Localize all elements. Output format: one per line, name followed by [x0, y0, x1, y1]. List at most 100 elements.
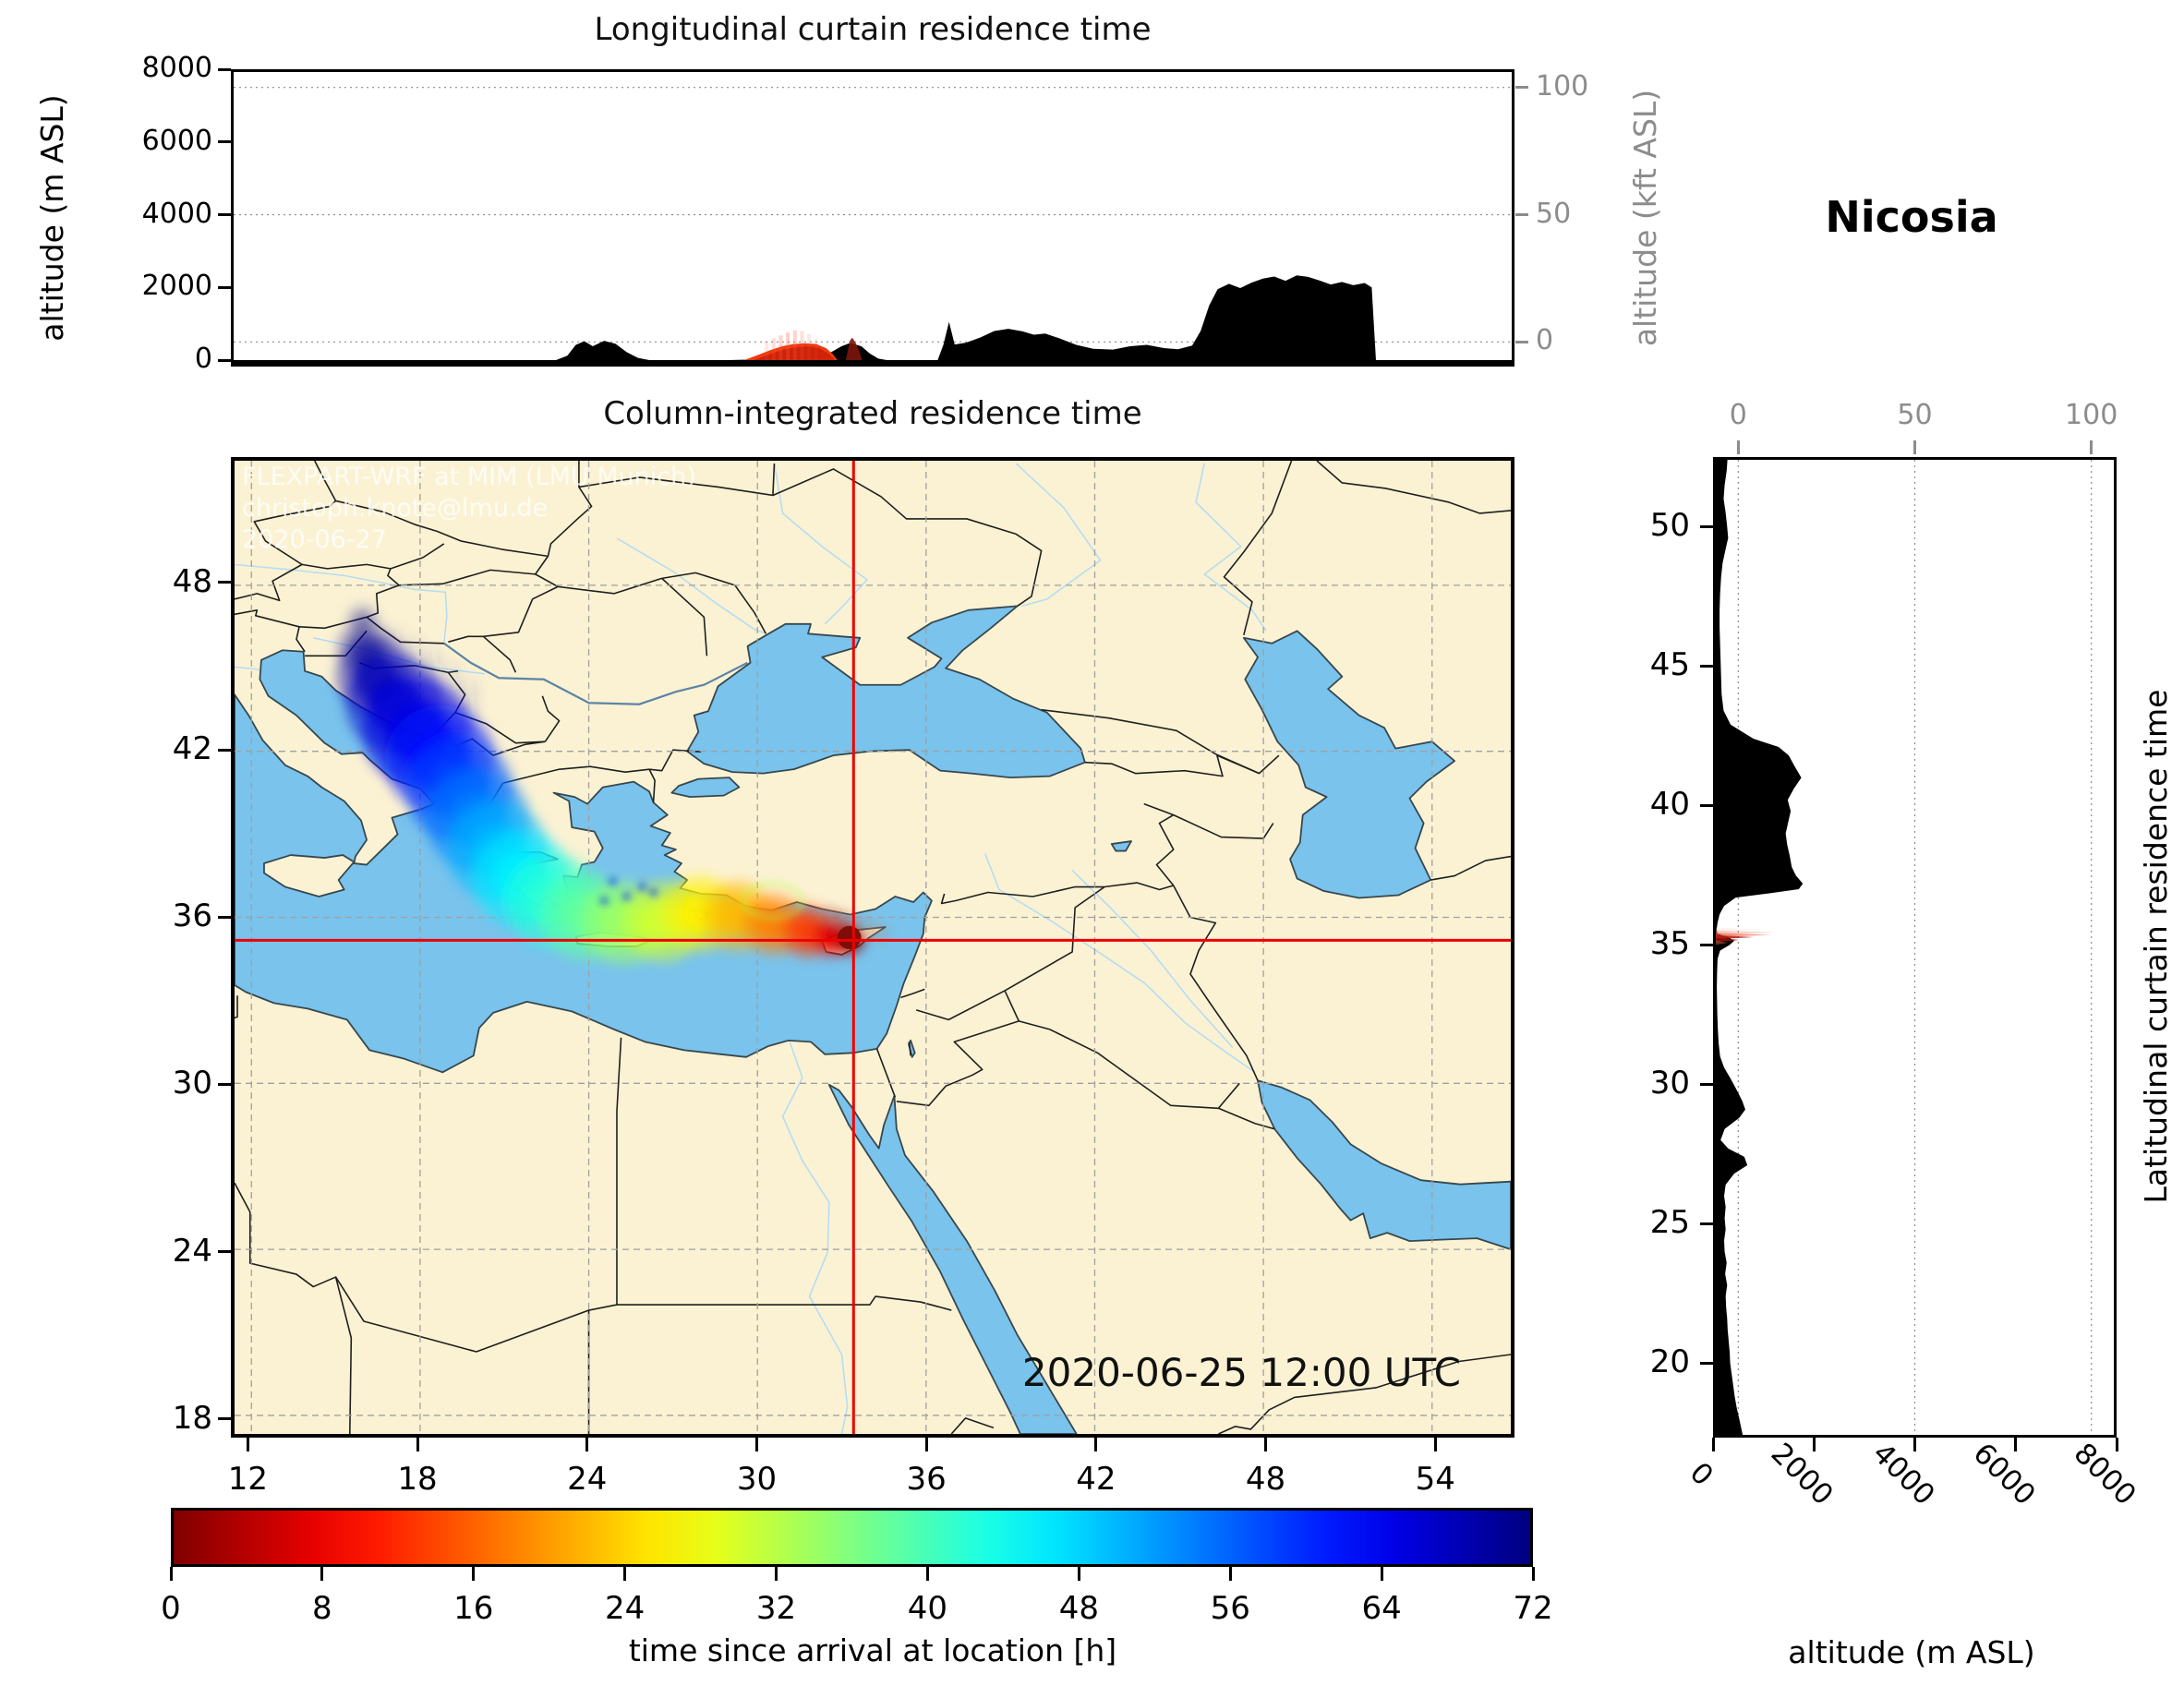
tick-mark — [924, 1438, 928, 1451]
longitudinal-panel-title: Longitudinal curtain residence time — [594, 11, 1152, 48]
tick-label: 25 — [1649, 1204, 1690, 1242]
tick-label: 45 — [1649, 646, 1690, 684]
colorbar-rect — [174, 1511, 1530, 1564]
tick-mark — [2014, 1438, 2018, 1451]
tick-label: 42 — [172, 730, 212, 768]
tick-mark — [1094, 1438, 1098, 1451]
latitudinal-curtain-panel — [1713, 457, 2117, 1438]
latitudinal-panel-title: Latitudinal curtain residence time — [2138, 689, 2174, 1204]
tick-label: 32 — [755, 1590, 797, 1627]
tick-mark — [218, 748, 231, 752]
tick-mark — [416, 1438, 419, 1451]
tick-mark — [218, 67, 231, 71]
tick-label: 2000 — [141, 270, 212, 303]
map-plot — [235, 461, 1511, 1434]
latitudinal-xlabel: altitude (m ASL) — [1788, 1634, 2035, 1670]
tick-label: 30 — [172, 1065, 212, 1102]
tick-label: 18 — [172, 1399, 212, 1437]
watermark-line-3: 2020-06-27 — [242, 525, 387, 554]
tick-label: 18 — [397, 1461, 438, 1498]
tick-label: 8000 — [141, 52, 212, 84]
tick-label: 8 — [312, 1590, 332, 1627]
tick-label: 50 — [1536, 197, 1572, 230]
tick-mark — [1913, 1438, 1916, 1451]
tick-mark — [246, 1438, 249, 1451]
tick-label: 54 — [1415, 1461, 1455, 1498]
tick-mark — [1913, 440, 1916, 454]
tick-label: 16 — [453, 1590, 494, 1627]
tick-mark — [1380, 1567, 1383, 1581]
tick-label: 40 — [907, 1590, 948, 1627]
longitudinal-ylabel-right: altitude (kft ASL) — [1627, 89, 1663, 347]
tick-mark — [218, 140, 231, 144]
tick-mark — [925, 1567, 929, 1581]
tick-mark — [1700, 803, 1713, 807]
colorbar-label: time since arrival at location [h] — [628, 1632, 1117, 1668]
tick-label: 64 — [1361, 1590, 1402, 1627]
tick-label: 35 — [1649, 925, 1690, 963]
tick-label: 0 — [194, 343, 212, 375]
tick-mark — [1700, 943, 1713, 946]
tick-label: 12 — [227, 1461, 268, 1498]
map-panel-title: Column-integrated residence time — [603, 395, 1142, 432]
tick-mark — [1711, 1438, 1715, 1451]
tick-mark — [218, 358, 231, 362]
tick-mark — [218, 1082, 231, 1086]
station-title: Nicosia — [1825, 192, 1998, 242]
tick-label: 30 — [736, 1461, 778, 1498]
tick-label: 100 — [1536, 69, 1589, 102]
tick-label: 24 — [605, 1590, 646, 1627]
tick-mark — [1700, 664, 1713, 668]
tick-mark — [218, 915, 231, 919]
tick-mark — [472, 1567, 476, 1581]
tick-mark — [1264, 1438, 1268, 1451]
watermark-line-1: FLEXPART-WRF at MIM (LMU Munich) — [242, 463, 696, 491]
tick-mark — [1531, 1567, 1535, 1581]
tick-label: 4000 — [141, 197, 212, 230]
tick-mark — [169, 1567, 173, 1581]
tick-mark — [775, 1567, 778, 1581]
tick-mark — [2115, 1438, 2118, 1451]
tick-mark — [754, 1438, 758, 1451]
tick-mark — [1515, 86, 1528, 90]
tick-mark — [218, 1417, 231, 1421]
tick-label: 100 — [2065, 399, 2118, 431]
tick-mark — [1736, 440, 1740, 454]
tick-mark — [585, 1438, 589, 1451]
tick-label: 72 — [1513, 1590, 1553, 1627]
colorbar — [171, 1508, 1533, 1567]
tick-mark — [1228, 1567, 1232, 1581]
tick-label: 42 — [1076, 1461, 1116, 1498]
tick-label: 0 — [161, 1590, 181, 1627]
tick-mark — [1700, 524, 1713, 528]
tick-label: 56 — [1210, 1590, 1250, 1627]
watermark: FLEXPART-WRF at MIM (LMU Munich) christo… — [242, 462, 696, 556]
colorbar-gradient — [174, 1511, 1530, 1564]
tick-label: 48 — [1058, 1590, 1099, 1627]
longitudinal-curtain-plot — [234, 87, 1512, 364]
tick-mark — [1700, 1361, 1713, 1365]
tick-mark — [1700, 1222, 1713, 1225]
tick-mark — [1700, 1082, 1713, 1086]
tick-mark — [218, 1250, 231, 1254]
tick-mark — [320, 1567, 324, 1581]
tick-mark — [623, 1567, 627, 1581]
tick-label: 48 — [172, 562, 212, 600]
tick-mark — [1812, 1438, 1816, 1451]
tick-mark — [1077, 1567, 1080, 1581]
tick-label: 36 — [172, 897, 212, 935]
tick-label: 50 — [1897, 399, 1933, 431]
tick-label: 30 — [1649, 1065, 1690, 1102]
tick-mark — [2090, 440, 2094, 454]
tick-label: 0 — [1729, 399, 1747, 431]
map-panel — [231, 457, 1514, 1438]
tick-label: 48 — [1245, 1461, 1286, 1498]
latitudinal-curtain-plot — [1716, 460, 2093, 1435]
map-datetime-label: 2020-06-25 12:00 UTC — [1021, 1350, 1461, 1395]
tick-mark — [1433, 1438, 1437, 1451]
tick-mark — [218, 285, 231, 289]
tick-label: 24 — [172, 1232, 212, 1270]
tick-label: 36 — [906, 1461, 947, 1498]
tick-mark — [218, 213, 231, 216]
